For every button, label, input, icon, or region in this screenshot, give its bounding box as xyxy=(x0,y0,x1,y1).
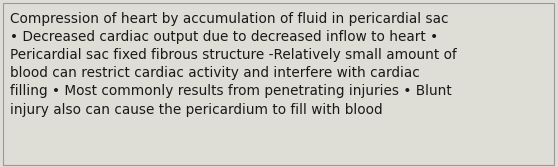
FancyBboxPatch shape xyxy=(3,3,554,165)
Text: Compression of heart by accumulation of fluid in pericardial sac
• Decreased car: Compression of heart by accumulation of … xyxy=(10,12,457,117)
